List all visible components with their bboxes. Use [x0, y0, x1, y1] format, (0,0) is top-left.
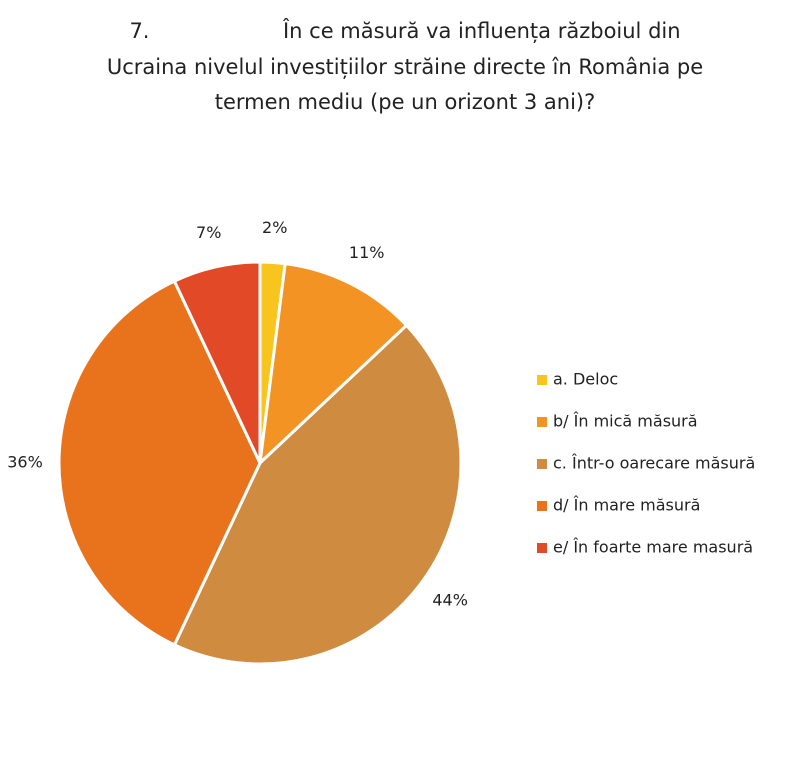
legend-label: e/ În foarte mare masură [553, 538, 753, 557]
legend-swatch [537, 417, 547, 427]
legend-label: d/ În mare măsură [553, 496, 700, 515]
chart-title: Ucraina nivelul investițiilor străine di… [107, 55, 703, 79]
legend-label: a. Deloc [553, 370, 618, 389]
chart-title: termen mediu (pe un orizont 3 ani)? [215, 90, 596, 114]
legend-label: b/ În mică măsură [553, 412, 698, 431]
legend-label: c. Într-o oarecare măsură [553, 454, 755, 473]
pie-slice [172, 260, 262, 464]
legend-swatch [537, 543, 547, 553]
data-label: 11% [349, 243, 385, 262]
data-label: 2% [262, 218, 287, 237]
pie-slice [57, 279, 262, 647]
data-label: 7% [196, 223, 221, 242]
pie-slice [172, 323, 463, 666]
legend-swatch [537, 501, 547, 511]
data-label: 44% [432, 591, 468, 610]
legend-swatch [537, 375, 547, 385]
data-label: 36% [7, 453, 43, 472]
pie-slice [257, 261, 409, 467]
legend-swatch [537, 459, 547, 469]
chart-title: 7. În ce măsură va influența războiul di… [129, 18, 680, 43]
